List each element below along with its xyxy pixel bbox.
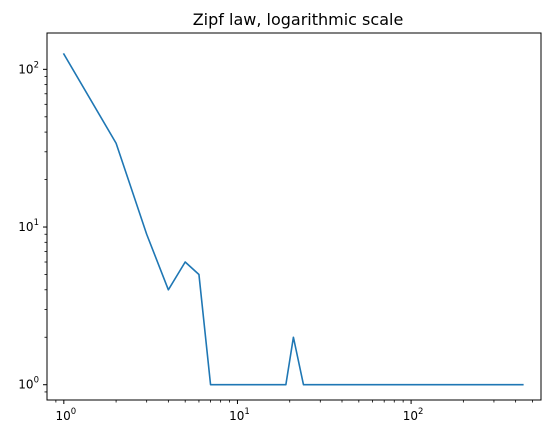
chart-title: Zipf law, logarithmic scale	[193, 10, 404, 29]
x-tick-label: 100	[55, 407, 76, 423]
plot-area: 100 101 102 100 101 102	[18, 32, 542, 423]
y-tick-label: 102	[18, 60, 39, 76]
x-tick-label: 101	[229, 407, 250, 423]
y-tick-label: 100	[18, 376, 39, 392]
x-tick-label: 102	[403, 407, 424, 423]
axes-frame	[46, 32, 542, 401]
y-tick-label: 101	[18, 218, 39, 234]
series-line	[62, 52, 524, 386]
